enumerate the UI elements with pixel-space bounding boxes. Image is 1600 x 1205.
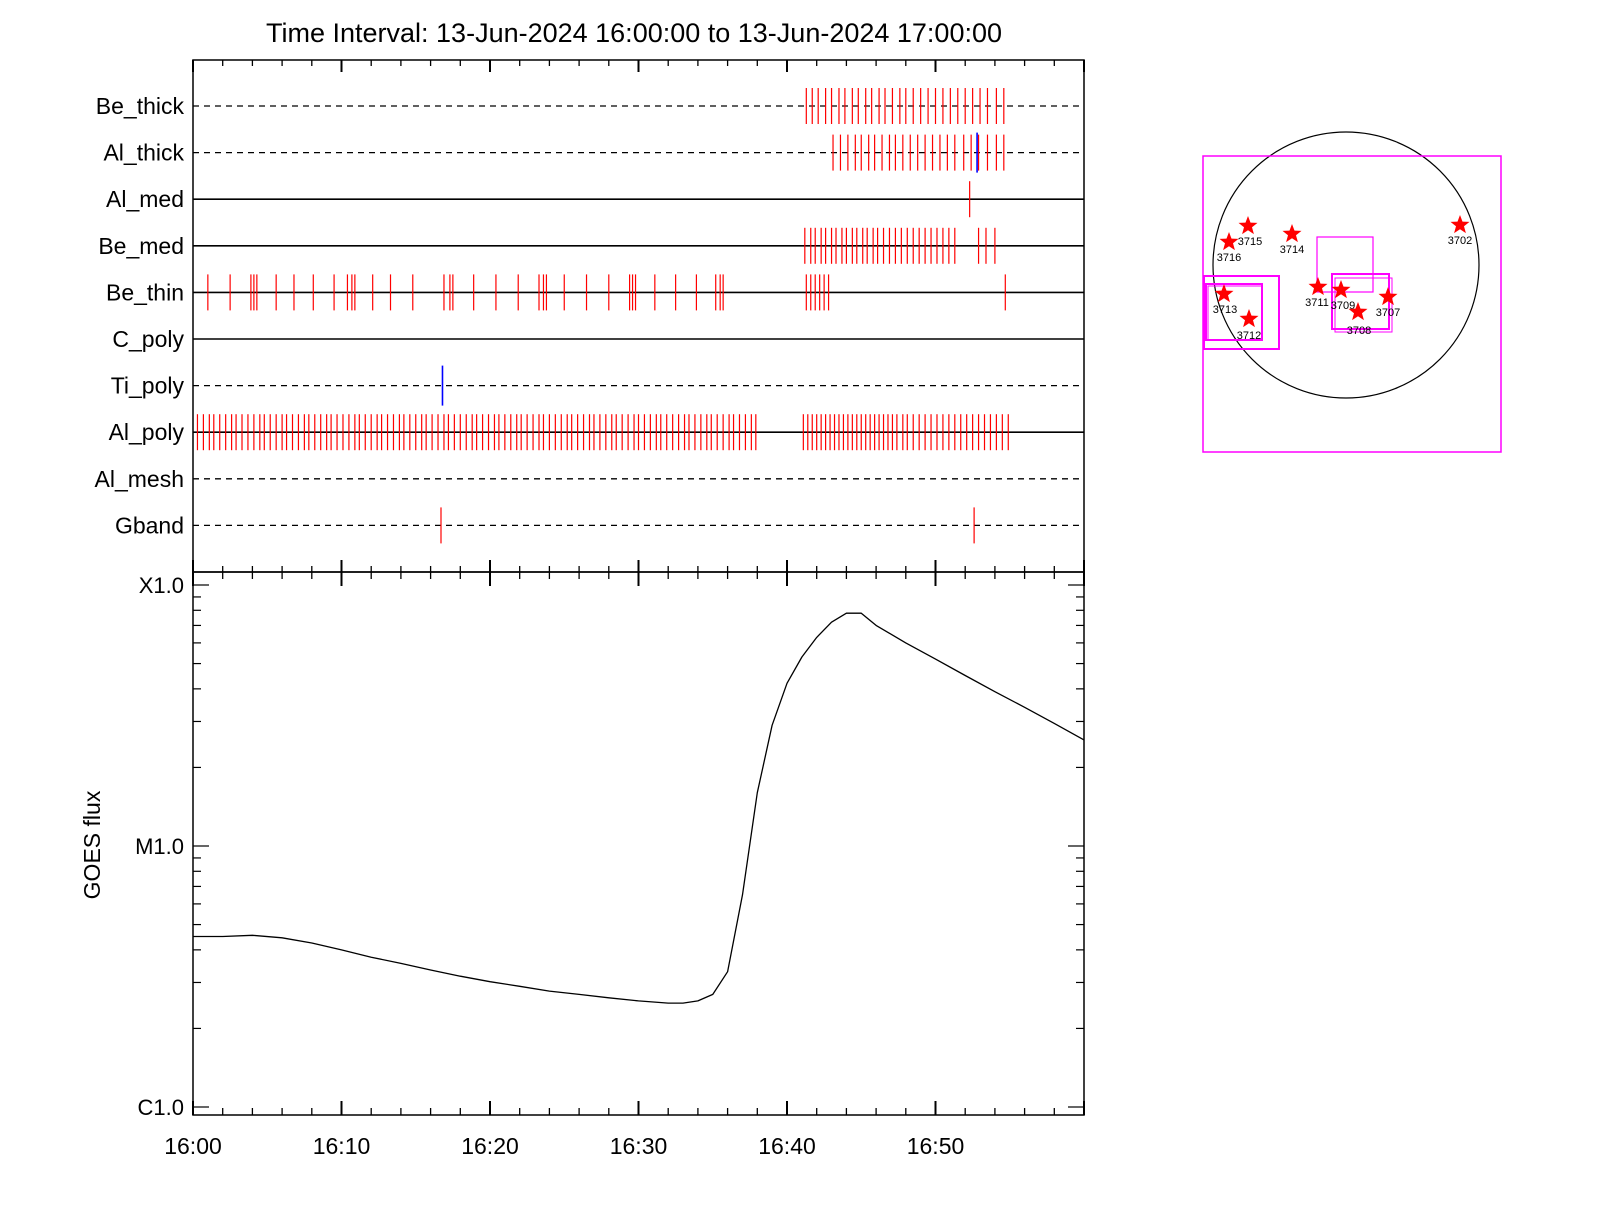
region-label: 3714	[1280, 244, 1304, 256]
region-star-icon	[1282, 224, 1302, 243]
region-label: 3702	[1448, 235, 1472, 247]
fov-box	[1316, 236, 1374, 293]
channel-ti-poly: Ti_poly	[111, 365, 1084, 406]
channel-gband: Gband	[115, 507, 1084, 544]
y-tick-label: M1.0	[135, 834, 184, 859]
x-tick-label: 16:10	[313, 1133, 371, 1159]
region-label: 3708	[1347, 325, 1371, 337]
channel-label: Al_med	[106, 186, 184, 212]
region-label: 3715	[1238, 236, 1262, 248]
y-tick-label: C1.0	[138, 1095, 184, 1120]
channel-label: Al_thick	[103, 140, 184, 166]
channel-label: Al_mesh	[95, 466, 184, 492]
event-timeline-panel: Be_thick Al_thick Al_med Be_med Be_thin C_pol…	[95, 59, 1085, 573]
channel-label: Be_thin	[106, 279, 184, 305]
region-star-icon	[1219, 232, 1239, 251]
x-tick-label: 16:30	[610, 1133, 668, 1159]
fov-box	[1203, 275, 1280, 350]
channel-be-thin: Be_thin	[106, 274, 1084, 311]
x-tick-label: 16:50	[907, 1133, 965, 1159]
region-star-icon	[1239, 309, 1259, 328]
fov-box	[1334, 277, 1393, 333]
channel-al-med: Al_med	[106, 181, 1084, 218]
channel-label: Al_poly	[109, 419, 185, 445]
region-label: 3711	[1305, 297, 1329, 309]
channel-al-thick: Al_thick	[103, 132, 1084, 173]
x-tick-label: 16:00	[164, 1133, 222, 1159]
region-label: 3713	[1213, 304, 1237, 316]
timeline-frame	[192, 59, 1085, 573]
goes-frame	[192, 571, 1085, 1116]
x-tick-label: 16:40	[758, 1133, 816, 1159]
fov-box	[1207, 285, 1263, 341]
region-label: 3712	[1237, 330, 1261, 342]
region-star-icon	[1378, 287, 1398, 306]
channel-be-thick: Be_thick	[96, 88, 1084, 124]
goes-flux-panel: X1.0 M1.0 C1.0 GOES flux 16:00 16:10 16:20 16:3…	[79, 571, 1085, 1159]
channel-al-poly: Al_poly	[109, 414, 1084, 451]
region-star-icon	[1450, 215, 1470, 234]
y-axis-label: GOES flux	[79, 790, 105, 899]
region-label: 3707	[1376, 307, 1400, 319]
channel-al-mesh: Al_mesh	[95, 466, 1084, 492]
goes-flux-line	[193, 612, 1085, 1004]
region-star-icon	[1238, 216, 1258, 235]
region-star-icon	[1308, 277, 1328, 296]
channel-label: Be_med	[98, 233, 184, 259]
solar-disk	[1212, 131, 1480, 399]
region-star-icon	[1348, 302, 1368, 321]
channel-c-poly: C_poly	[112, 326, 1084, 352]
region-star-icon	[1214, 284, 1234, 303]
channel-label: Be_thick	[96, 93, 185, 119]
channel-label: C_poly	[112, 326, 184, 352]
y-tick-label: X1.0	[139, 573, 184, 598]
region-label: 3716	[1217, 252, 1241, 264]
channel-be-med: Be_med	[98, 227, 1084, 264]
chart-title: Time Interval: 13-Jun-2024 16:00:00 to 1…	[266, 18, 1002, 48]
x-tick-label: 16:20	[461, 1133, 519, 1159]
channel-label: Gband	[115, 512, 184, 538]
region-star-icon	[1331, 280, 1351, 299]
channel-label: Ti_poly	[111, 373, 185, 399]
